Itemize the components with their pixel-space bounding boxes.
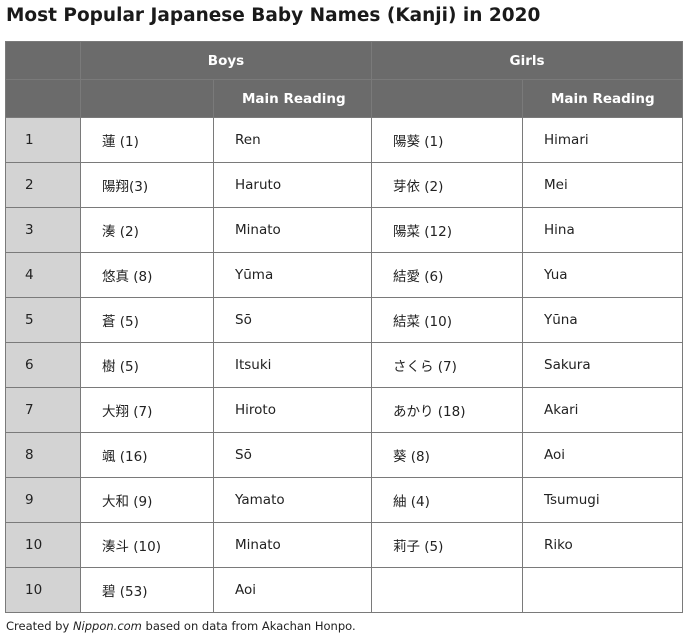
header-row-gender: Boys Girls — [5, 41, 683, 80]
girl-kanji-cell: 陽葵 (1) — [371, 117, 523, 163]
boy-kanji-cell: 湊斗 (10) — [80, 522, 214, 568]
table-row: 9 大和 (9) Yamato 紬 (4) Tsumugi — [5, 477, 683, 523]
boy-kanji-cell: 颯 (16) — [80, 432, 214, 478]
boy-kanji-cell: 大和 (9) — [80, 477, 214, 523]
header-row-columns: Main Reading Main Reading — [5, 79, 683, 118]
boy-kanji-cell: 大翔 (7) — [80, 387, 214, 433]
boy-kanji-cell: 蓮 (1) — [80, 117, 214, 163]
boy-reading-cell: Ren — [213, 117, 372, 163]
boy-reading-cell: Hiroto — [213, 387, 372, 433]
girl-reading-cell: Tsumugi — [522, 477, 683, 523]
table-row: 4 悠真 (8) Yūma 結愛 (6) Yua — [5, 252, 683, 298]
boy-kanji-cell: 陽翔(3) — [80, 162, 214, 208]
girl-reading-cell: Mei — [522, 162, 683, 208]
girl-kanji-cell: 紬 (4) — [371, 477, 523, 523]
boy-kanji-cell: 樹 (5) — [80, 342, 214, 388]
boy-reading-cell: Yamato — [213, 477, 372, 523]
girl-kanji-cell: 芽依 (2) — [371, 162, 523, 208]
source-credit: Created by Nippon.com based on data from… — [6, 618, 356, 634]
boy-kanji-cell: 蒼 (5) — [80, 297, 214, 343]
header-boys-main-reading: Main Reading — [213, 79, 372, 118]
table-row: 2 陽翔(3) Haruto 芽依 (2) Mei — [5, 162, 683, 208]
header-girls-main-reading: Main Reading — [522, 79, 683, 118]
girl-reading-cell: Sakura — [522, 342, 683, 388]
credit-source: Nippon.com — [72, 619, 142, 633]
girl-reading-cell: Himari — [522, 117, 683, 163]
rank-cell: 9 — [5, 477, 81, 523]
rank-cell: 10 — [5, 522, 81, 568]
page-title: Most Popular Japanese Baby Names (Kanji)… — [6, 5, 541, 26]
girl-kanji-cell: 陽菜 (12) — [371, 207, 523, 253]
boy-reading-cell: Haruto — [213, 162, 372, 208]
girl-kanji-cell: 結菜 (10) — [371, 297, 523, 343]
rank-cell: 1 — [5, 117, 81, 163]
boy-reading-cell: Minato — [213, 522, 372, 568]
rank-cell: 10 — [5, 567, 81, 613]
girl-reading-cell: Hina — [522, 207, 683, 253]
rank-cell: 8 — [5, 432, 81, 478]
rank-cell: 3 — [5, 207, 81, 253]
girl-kanji-cell — [371, 567, 523, 613]
credit-suffix: based on data from Akachan Honpo. — [141, 619, 356, 633]
boy-reading-cell: Sō — [213, 432, 372, 478]
girl-reading-cell — [522, 567, 683, 613]
credit-prefix: Created by — [6, 619, 73, 633]
girl-kanji-cell: あかり (18) — [371, 387, 523, 433]
table-row: 10 湊斗 (10) Minato 莉子 (5) Riko — [5, 522, 683, 568]
girl-reading-cell: Aoi — [522, 432, 683, 478]
girl-reading-cell: Akari — [522, 387, 683, 433]
girl-kanji-cell: 莉子 (5) — [371, 522, 523, 568]
rank-cell: 6 — [5, 342, 81, 388]
table-row: 7 大翔 (7) Hiroto あかり (18) Akari — [5, 387, 683, 433]
boy-kanji-cell: 悠真 (8) — [80, 252, 214, 298]
boy-kanji-cell: 碧 (53) — [80, 567, 214, 613]
rank-cell: 2 — [5, 162, 81, 208]
girl-kanji-cell: 葵 (8) — [371, 432, 523, 478]
girl-reading-cell: Riko — [522, 522, 683, 568]
boy-reading-cell: Aoi — [213, 567, 372, 613]
boy-reading-cell: Sō — [213, 297, 372, 343]
boy-reading-cell: Minato — [213, 207, 372, 253]
rank-cell: 4 — [5, 252, 81, 298]
girl-kanji-cell: 結愛 (6) — [371, 252, 523, 298]
boy-kanji-cell: 湊 (2) — [80, 207, 214, 253]
girl-reading-cell: Yua — [522, 252, 683, 298]
header-girls: Girls — [371, 41, 683, 80]
header-empty-cell — [371, 79, 523, 118]
boy-reading-cell: Itsuki — [213, 342, 372, 388]
table-row: 10 碧 (53) Aoi — [5, 567, 683, 613]
header-empty-cell — [5, 79, 81, 118]
boy-reading-cell: Yūma — [213, 252, 372, 298]
rank-cell: 7 — [5, 387, 81, 433]
header-empty-cell — [5, 41, 81, 80]
header-boys: Boys — [80, 41, 372, 80]
girl-reading-cell: Yūna — [522, 297, 683, 343]
rank-cell: 5 — [5, 297, 81, 343]
girl-kanji-cell: さくら (7) — [371, 342, 523, 388]
header-empty-cell — [80, 79, 214, 118]
